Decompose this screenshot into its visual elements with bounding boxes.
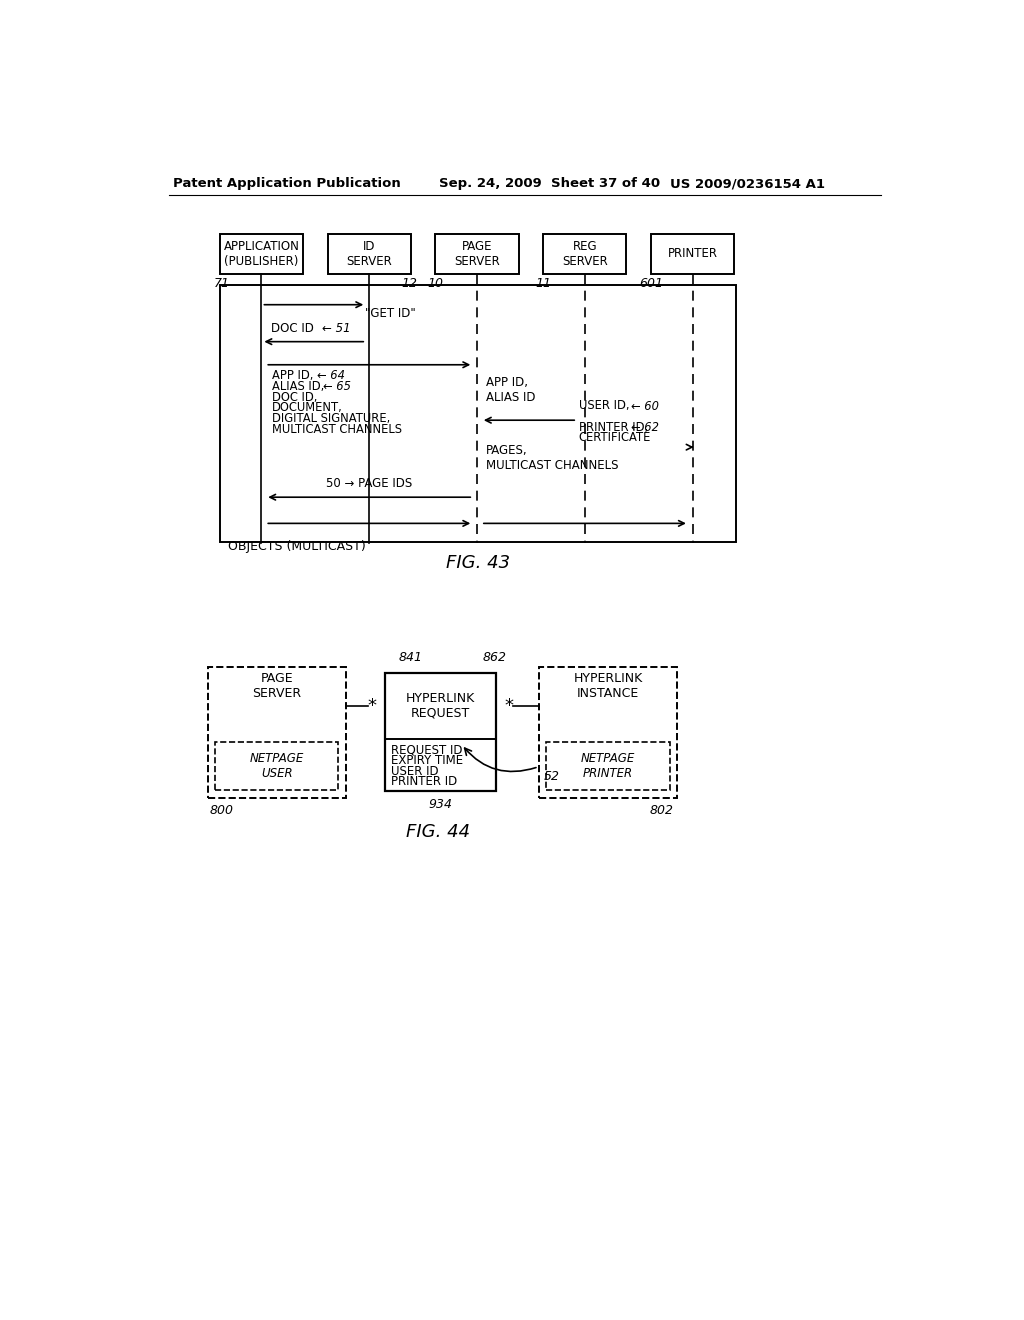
- Text: 52: 52: [544, 770, 559, 783]
- Bar: [258, 359, 265, 511]
- Bar: [435, 234, 518, 275]
- Text: OBJECTS (MULTICAST): OBJECTS (MULTICAST): [227, 540, 366, 553]
- FancyArrowPatch shape: [465, 748, 536, 771]
- Text: PRINTER ID: PRINTER ID: [391, 775, 457, 788]
- Text: DOC ID: DOC ID: [270, 322, 313, 335]
- Bar: [547, 742, 670, 789]
- Text: REG
SERVER: REG SERVER: [562, 240, 607, 268]
- Text: PAGE
SERVER: PAGE SERVER: [252, 672, 301, 700]
- Text: DIGITAL SIGNATURE,: DIGITAL SIGNATURE,: [272, 412, 390, 425]
- Bar: [215, 742, 339, 789]
- Bar: [544, 234, 627, 275]
- Text: PRINTER ID,: PRINTER ID,: [579, 421, 648, 434]
- Text: ALIAS ID,: ALIAS ID,: [272, 380, 325, 393]
- Text: ID
SERVER: ID SERVER: [346, 240, 392, 268]
- Text: 601: 601: [639, 277, 664, 290]
- Text: *: *: [368, 697, 377, 715]
- Text: 934: 934: [428, 797, 453, 810]
- Text: Sep. 24, 2009  Sheet 37 of 40: Sep. 24, 2009 Sheet 37 of 40: [438, 177, 659, 190]
- Bar: [651, 234, 734, 275]
- Text: 50 → PAGE IDS: 50 → PAGE IDS: [326, 478, 413, 490]
- Text: DOC ID,: DOC ID,: [272, 391, 317, 404]
- Text: USER ID: USER ID: [391, 764, 438, 777]
- Bar: [473, 364, 481, 440]
- Text: NETPAGE
PRINTER: NETPAGE PRINTER: [581, 752, 635, 780]
- Text: ← 64: ← 64: [316, 370, 345, 381]
- Bar: [481, 372, 552, 408]
- Text: FIG. 43: FIG. 43: [445, 554, 510, 573]
- Bar: [328, 234, 411, 275]
- Text: PRINTER: PRINTER: [668, 247, 718, 260]
- Text: *: *: [504, 697, 513, 715]
- Text: APPLICATION
(PUBLISHER): APPLICATION (PUBLISHER): [223, 240, 299, 268]
- Bar: [539, 667, 677, 797]
- Text: PAGES,
MULTICAST CHANNELS: PAGES, MULTICAST CHANNELS: [485, 444, 618, 473]
- Text: 71: 71: [213, 277, 229, 290]
- Text: CERTIFICATE: CERTIFICATE: [579, 430, 651, 444]
- Text: HYPERLINK
INSTANCE: HYPERLINK INSTANCE: [573, 672, 643, 700]
- Text: Patent Application Publication: Patent Application Publication: [173, 177, 400, 190]
- Text: 862: 862: [482, 651, 507, 664]
- Bar: [208, 667, 346, 797]
- Text: 841: 841: [398, 651, 423, 664]
- Text: NETPAGE
USER: NETPAGE USER: [250, 752, 304, 780]
- Bar: [367, 298, 416, 327]
- Bar: [220, 285, 736, 543]
- Text: 12: 12: [401, 277, 418, 290]
- Text: 11: 11: [536, 277, 551, 290]
- Bar: [481, 441, 692, 479]
- Text: MULTICAST CHANNELS: MULTICAST CHANNELS: [272, 422, 402, 436]
- Text: EXPIRY TIME: EXPIRY TIME: [391, 754, 463, 767]
- Text: 800: 800: [209, 804, 233, 817]
- Text: HYPERLINK
REQUEST: HYPERLINK REQUEST: [406, 692, 475, 719]
- Text: ← 60: ← 60: [631, 400, 659, 412]
- Text: 802: 802: [649, 804, 674, 817]
- Text: "GET ID": "GET ID": [366, 306, 416, 319]
- Bar: [220, 234, 303, 275]
- Text: REQUEST ID: REQUEST ID: [391, 743, 462, 756]
- Text: ← 65: ← 65: [323, 380, 351, 393]
- Text: 10: 10: [427, 277, 443, 290]
- Text: APP ID,
ALIAS ID: APP ID, ALIAS ID: [485, 376, 535, 404]
- Bar: [385, 673, 497, 792]
- Text: US 2009/0236154 A1: US 2009/0236154 A1: [670, 177, 824, 190]
- Text: USER ID,: USER ID,: [579, 400, 629, 412]
- Text: APP ID,: APP ID,: [272, 370, 313, 381]
- Text: ← 51: ← 51: [322, 322, 350, 335]
- Text: PAGE
SERVER: PAGE SERVER: [455, 240, 500, 268]
- Text: FIG. 44: FIG. 44: [407, 824, 471, 841]
- Bar: [689, 441, 696, 479]
- Text: DOCUMENT,: DOCUMENT,: [272, 401, 343, 414]
- Text: ← 62: ← 62: [631, 421, 659, 434]
